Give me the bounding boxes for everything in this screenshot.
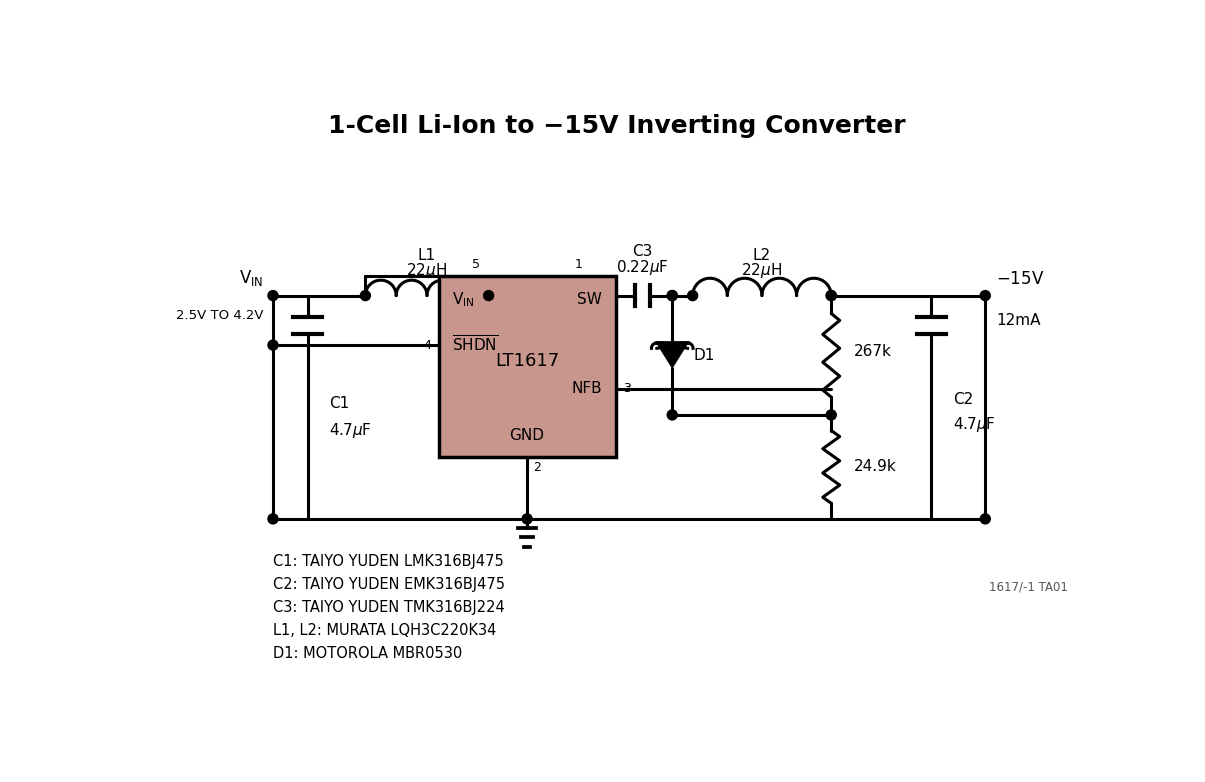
Text: V$_{\rm IN}$: V$_{\rm IN}$ — [240, 268, 264, 288]
Circle shape — [268, 514, 278, 524]
Polygon shape — [657, 343, 688, 368]
Text: 22$\mu$H: 22$\mu$H — [406, 261, 447, 280]
Circle shape — [268, 291, 278, 300]
Circle shape — [827, 291, 836, 300]
Text: 22$\mu$H: 22$\mu$H — [741, 261, 782, 280]
Text: C1: C1 — [329, 396, 349, 411]
Text: 5: 5 — [471, 258, 480, 271]
Circle shape — [483, 291, 494, 300]
Text: 24.9k: 24.9k — [854, 459, 897, 475]
Text: 4.7$\mu$F: 4.7$\mu$F — [329, 421, 372, 439]
Circle shape — [360, 291, 370, 300]
Circle shape — [268, 340, 278, 350]
Text: $\overline{\rm SHDN}$: $\overline{\rm SHDN}$ — [452, 335, 499, 355]
Text: 2.5V TO 4.2V: 2.5V TO 4.2V — [176, 310, 264, 322]
Text: SW: SW — [577, 292, 601, 307]
Text: C2: TAIYO YUDEN EMK316BJ475: C2: TAIYO YUDEN EMK316BJ475 — [274, 576, 505, 592]
Text: 12mA: 12mA — [997, 313, 1040, 328]
Text: 3: 3 — [623, 382, 631, 395]
Text: L1: L1 — [418, 248, 436, 264]
Text: D1: MOTOROLA MBR0530: D1: MOTOROLA MBR0530 — [274, 646, 463, 661]
Text: 0.22$\mu$F: 0.22$\mu$F — [616, 258, 669, 277]
Text: $-$15V: $-$15V — [997, 270, 1045, 288]
Text: 2: 2 — [534, 461, 541, 474]
Text: 267k: 267k — [854, 344, 892, 359]
Text: NFB: NFB — [571, 381, 601, 396]
Circle shape — [688, 291, 698, 300]
Circle shape — [522, 514, 533, 524]
Text: LT1617: LT1617 — [495, 352, 559, 370]
Text: C2: C2 — [953, 392, 974, 407]
Text: C3: C3 — [633, 244, 653, 259]
Circle shape — [827, 410, 836, 420]
Text: V$_{\rm IN}$: V$_{\rm IN}$ — [452, 290, 475, 309]
Text: 4.7$\mu$F: 4.7$\mu$F — [953, 414, 995, 434]
Text: D1: D1 — [694, 348, 715, 363]
Text: C3: TAIYO YUDEN TMK316BJ224: C3: TAIYO YUDEN TMK316BJ224 — [274, 600, 505, 615]
Circle shape — [668, 291, 677, 300]
Text: GND: GND — [510, 429, 545, 443]
Text: L1, L2: MURATA LQH3C220K34: L1, L2: MURATA LQH3C220K34 — [274, 622, 496, 638]
Text: 4: 4 — [423, 339, 431, 352]
Bar — [439, 276, 616, 457]
Circle shape — [980, 291, 991, 300]
Circle shape — [827, 291, 836, 300]
Circle shape — [980, 514, 991, 524]
Text: 1617/-1 TA01: 1617/-1 TA01 — [989, 580, 1068, 594]
Text: 1: 1 — [575, 258, 582, 271]
Circle shape — [668, 291, 677, 300]
Text: 1-Cell Li-Ion to −15V Inverting Converter: 1-Cell Li-Ion to −15V Inverting Converte… — [329, 114, 906, 138]
Text: C1: TAIYO YUDEN LMK316BJ475: C1: TAIYO YUDEN LMK316BJ475 — [274, 554, 504, 569]
Text: L2: L2 — [753, 248, 771, 264]
Circle shape — [668, 410, 677, 420]
